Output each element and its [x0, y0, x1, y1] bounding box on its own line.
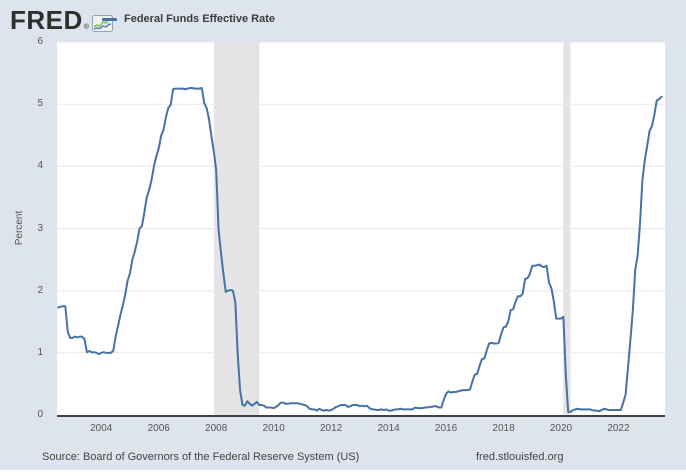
line-chart: [57, 42, 665, 415]
x-tick-label: 2022: [607, 423, 630, 434]
legend-label: Federal Funds Effective Rate: [124, 13, 275, 25]
source-text: Source: Board of Governors of the Federa…: [42, 451, 360, 463]
x-tick-label: 2018: [492, 423, 515, 434]
x-tick-label: 2008: [205, 423, 228, 434]
y-tick-label: 3: [37, 222, 43, 234]
x-tick-label: 2016: [434, 423, 458, 434]
site-link[interactable]: fred.stlouisfed.org: [476, 451, 564, 463]
y-tick-label: 0: [37, 409, 43, 420]
bottom-strip: [0, 470, 686, 476]
data-line-federal-funds-rate: [57, 87, 663, 413]
fred-logo[interactable]: FRED ®: [10, 7, 113, 33]
x-tick-label: 2004: [90, 423, 113, 434]
y-tick-label: 4: [37, 160, 43, 172]
legend-line-swatch: [102, 17, 117, 21]
plot-area[interactable]: [57, 42, 665, 417]
x-tick-label: 2006: [147, 423, 170, 434]
y-tick-label: 6: [37, 36, 43, 47]
y-tick-label: 1: [37, 346, 43, 358]
x-tick-label: 2012: [319, 423, 343, 434]
x-tick-label: 2014: [377, 423, 400, 434]
x-tick-label: 2010: [262, 423, 285, 434]
x-tick-label: 2020: [549, 423, 573, 434]
fred-logo-text: FRED: [10, 5, 83, 35]
legend: Federal Funds Effective Rate: [102, 11, 275, 27]
registered-trademark-icon: ®: [83, 24, 89, 31]
y-tick-label: 2: [37, 284, 43, 296]
y-tick-label: 5: [37, 98, 43, 110]
